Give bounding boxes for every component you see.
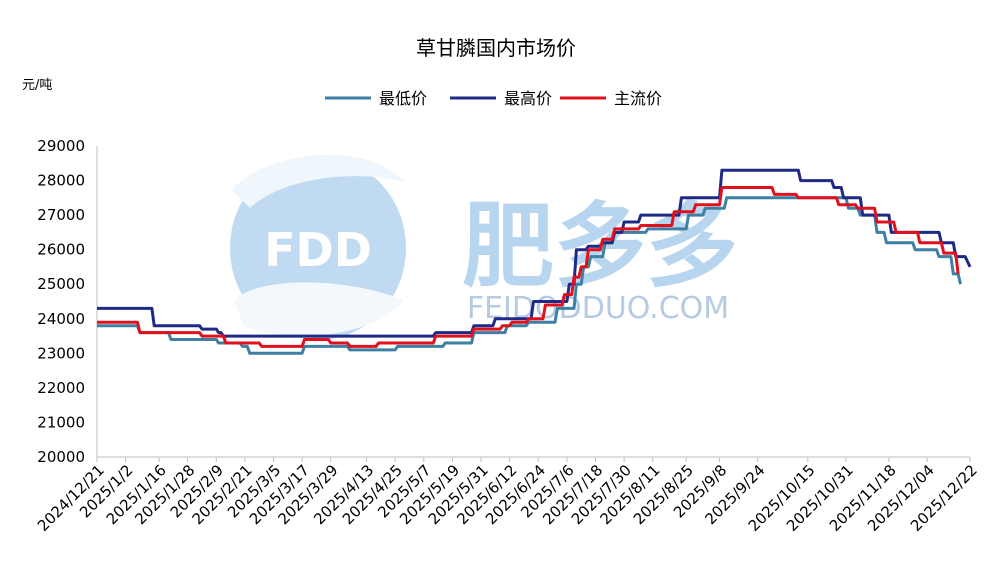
chart-title: 草甘膦国内市场价 [416,36,576,60]
y-tick-label: 22000 [37,379,85,397]
fdd-logo-upper-swoosh [232,154,404,208]
fdd-logo: FDD [230,154,406,340]
fdd-logo-lower-swoosh [234,282,404,337]
legend-label-主流价: 主流价 [614,89,662,108]
legend-label-最高价: 最高价 [504,89,552,108]
legend-label-最低价: 最低价 [379,89,427,108]
y-tick-label: 23000 [37,344,85,362]
axes [96,146,970,458]
x-axis-ticks: 2024/12/212025/1/22025/1/162025/1/282025… [34,457,981,535]
watermark-brand-url: FEIDODDUO.COM [467,291,729,326]
y-tick-label: 24000 [37,310,85,328]
series-line-主流价 [97,186,960,348]
series-layer [97,168,972,355]
y-tick-label: 21000 [37,413,85,431]
y-tick-label: 28000 [37,172,85,190]
y-tick-label: 29000 [37,137,85,155]
y-tick-label: 26000 [37,241,85,259]
watermark: FDD 肥多多 FEIDODDUO.COM [230,154,738,340]
y-tick-label: 25000 [37,275,85,293]
y-tick-label: 20000 [37,448,85,466]
y-axis-ticks: 29000 28000 27000 26000 25000 24000 23000 22000… [37,137,85,466]
legend: 最低价 最高价 主流价 [325,89,662,108]
y-tick-label: 27000 [37,206,85,224]
fdd-logo-text: FDD [264,223,372,277]
y-axis-unit-label: 元/吨 [22,78,52,93]
